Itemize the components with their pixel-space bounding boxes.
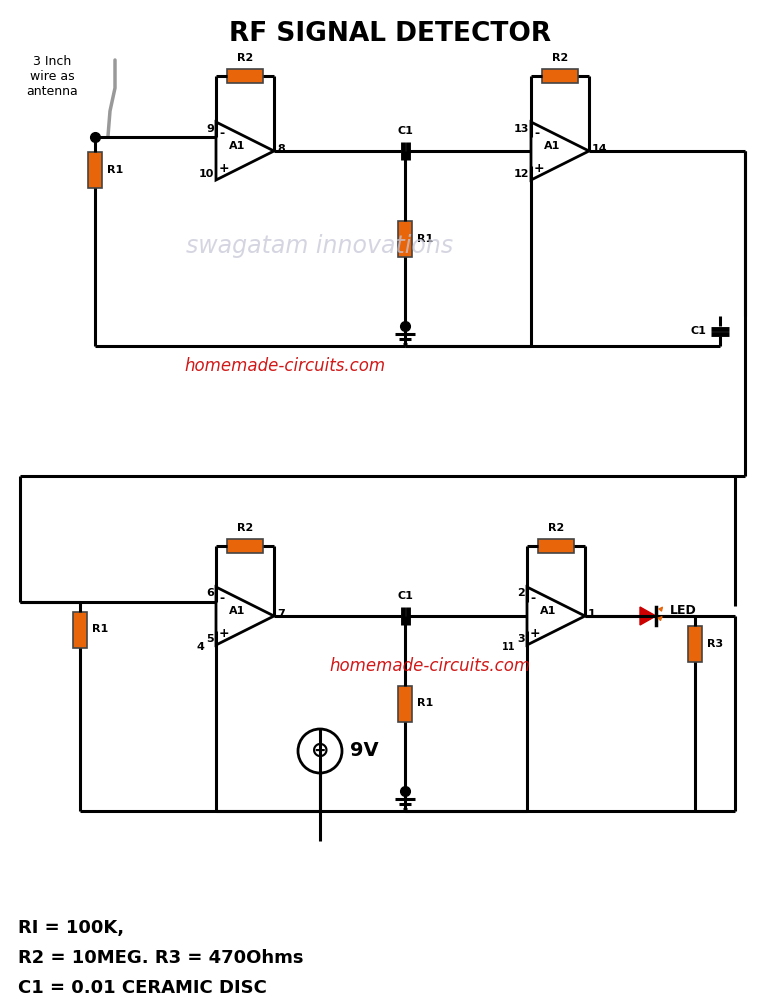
Text: R2: R2 — [237, 523, 253, 533]
Text: R2: R2 — [237, 53, 253, 63]
Text: 9V: 9V — [350, 741, 379, 761]
Text: -: - — [219, 127, 224, 140]
Text: +: + — [219, 627, 230, 640]
Bar — [227, 69, 263, 83]
Text: C1 = 0.01 CERAMIC DISC: C1 = 0.01 CERAMIC DISC — [18, 979, 266, 997]
Text: R1: R1 — [107, 165, 123, 175]
Text: 6: 6 — [206, 589, 214, 599]
Text: C1: C1 — [397, 126, 413, 136]
Text: 9: 9 — [206, 124, 214, 134]
Text: RI = 100K,: RI = 100K, — [18, 919, 124, 937]
Text: 10: 10 — [199, 168, 214, 178]
Text: 4: 4 — [196, 642, 204, 652]
Text: -: - — [534, 127, 539, 140]
Text: homemade-circuits.com: homemade-circuits.com — [184, 357, 386, 375]
Text: +: + — [530, 627, 541, 640]
Text: -: - — [219, 592, 224, 605]
Text: RF SIGNAL DETECTOR: RF SIGNAL DETECTOR — [229, 21, 551, 47]
Text: 12: 12 — [514, 168, 529, 178]
Text: 3: 3 — [518, 634, 525, 644]
Bar — [398, 685, 412, 721]
Text: A1: A1 — [229, 141, 245, 151]
Text: 11: 11 — [502, 642, 515, 652]
Bar — [398, 220, 412, 257]
Text: LED: LED — [670, 604, 697, 617]
Bar — [688, 626, 702, 662]
Bar — [538, 539, 574, 553]
Polygon shape — [531, 122, 589, 180]
Text: ⊕: ⊕ — [311, 741, 329, 761]
Text: -: - — [530, 592, 535, 605]
Text: C1: C1 — [397, 591, 413, 601]
Text: R1: R1 — [417, 698, 433, 708]
Text: A1: A1 — [540, 606, 556, 616]
Text: R2 = 10MEG. R3 = 470Ohms: R2 = 10MEG. R3 = 470Ohms — [18, 949, 303, 967]
Text: R3: R3 — [707, 639, 723, 649]
Polygon shape — [527, 586, 585, 645]
Text: 8: 8 — [277, 144, 285, 154]
Bar — [88, 152, 102, 188]
Polygon shape — [640, 607, 656, 625]
Bar — [227, 539, 263, 553]
Text: C1: C1 — [690, 326, 706, 336]
Text: 14: 14 — [592, 144, 607, 154]
Text: R2: R2 — [552, 53, 568, 63]
Text: 7: 7 — [277, 609, 285, 619]
Text: +: + — [219, 162, 230, 175]
Text: 1: 1 — [588, 609, 596, 619]
Text: R2: R2 — [548, 523, 564, 533]
Text: swagatam innovations: swagatam innovations — [187, 234, 454, 258]
Polygon shape — [216, 586, 274, 645]
Circle shape — [298, 729, 342, 773]
Text: 3 Inch
wire as
antenna: 3 Inch wire as antenna — [26, 54, 78, 98]
Text: R1: R1 — [417, 233, 433, 243]
Text: 2: 2 — [518, 589, 525, 599]
Bar — [542, 69, 578, 83]
Text: 5: 5 — [207, 634, 214, 644]
Text: +: + — [534, 162, 545, 175]
Text: A1: A1 — [544, 141, 560, 151]
Bar — [73, 612, 87, 648]
Text: A1: A1 — [229, 606, 245, 616]
Text: 13: 13 — [514, 124, 529, 134]
Text: R1: R1 — [92, 625, 108, 635]
Text: homemade-circuits.com: homemade-circuits.com — [329, 657, 531, 675]
Polygon shape — [216, 122, 274, 180]
